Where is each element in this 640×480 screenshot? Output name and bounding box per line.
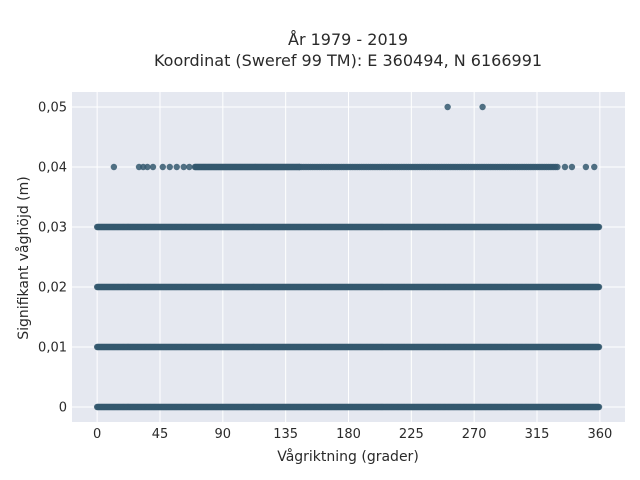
data-point [568, 163, 576, 171]
data-point [186, 163, 193, 171]
data-point [180, 163, 187, 171]
x-tick-label: 270 [462, 427, 487, 442]
data-point [444, 103, 451, 111]
data-point [595, 283, 603, 291]
x-tick-label: 180 [336, 427, 361, 442]
y-tick-label: 0,04 [38, 161, 67, 176]
data-point [591, 163, 598, 171]
y-tick-label: 0,05 [38, 101, 67, 116]
data-point [595, 403, 603, 411]
x-tick-label: 45 [152, 427, 169, 442]
x-tick-label: 315 [525, 427, 550, 442]
y-tick-label: 0,02 [38, 281, 67, 296]
data-point [561, 163, 569, 171]
y-axis-label: Signifikant våghöjd (m) [15, 176, 32, 339]
x-tick-label: 0 [93, 427, 101, 442]
x-tick-label: 135 [273, 427, 298, 442]
x-tick-labels: 0 45 90 135 180 225 270 315 360 [93, 427, 612, 442]
x-grid [96, 92, 601, 422]
data-point [166, 163, 173, 171]
data-point [595, 223, 603, 231]
y-tick-labels: 0 0,01 0,02 0,03 0,04 0,05 [38, 101, 67, 416]
data-point [159, 163, 166, 171]
data-point [582, 163, 590, 171]
data-point [173, 163, 180, 171]
data-point [110, 163, 118, 171]
data-point [479, 103, 486, 111]
x-tick-label: 90 [215, 427, 232, 442]
data-point [595, 343, 603, 351]
y-tick-label: 0,01 [38, 341, 67, 356]
x-tick-label: 360 [587, 427, 612, 442]
chart-title-line-1: År 1979 - 2019 [288, 30, 408, 49]
data-point [149, 163, 157, 171]
chart-title-line-2: Koordinat (Sweref 99 TM): E 360494, N 61… [154, 51, 542, 70]
y-tick-label: 0,03 [38, 221, 67, 236]
y-tick-label: 0 [59, 401, 67, 416]
data-points [93, 103, 603, 411]
x-axis-label: Vågriktning (grader) [277, 448, 419, 465]
x-tick-label: 225 [399, 427, 424, 442]
data-point [554, 163, 561, 171]
data-point [144, 163, 151, 171]
